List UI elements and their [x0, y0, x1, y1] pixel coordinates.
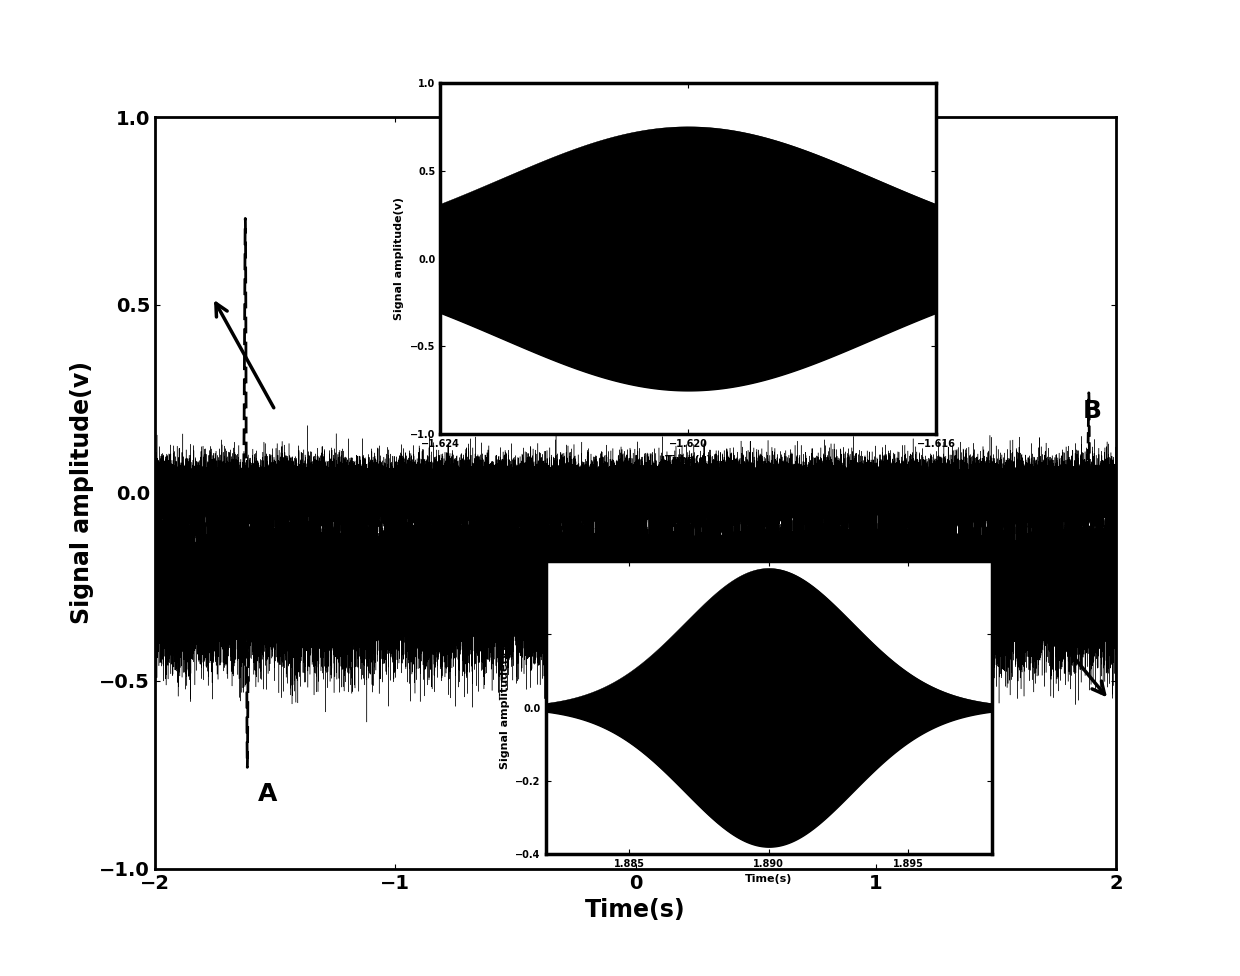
- X-axis label: Time(s): Time(s): [745, 874, 792, 884]
- Text: A: A: [258, 782, 278, 806]
- X-axis label: Time(s): Time(s): [665, 455, 712, 465]
- Y-axis label: Signal amplitude(v): Signal amplitude(v): [69, 361, 94, 625]
- Y-axis label: Signal amplitude(v): Signal amplitude(v): [500, 646, 510, 769]
- Text: B: B: [1083, 399, 1101, 423]
- Y-axis label: Signal amplitude(v): Signal amplitude(v): [394, 197, 404, 320]
- X-axis label: Time(s): Time(s): [585, 898, 686, 922]
